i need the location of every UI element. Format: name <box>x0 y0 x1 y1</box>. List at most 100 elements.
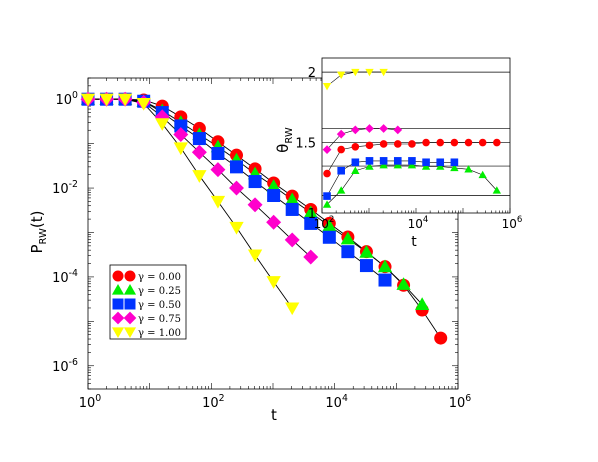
inset-data-point <box>493 138 501 147</box>
data-point <box>192 170 207 183</box>
data-point <box>229 221 244 235</box>
data-point <box>117 93 133 107</box>
legend-label: γ = 0.75 <box>138 314 181 325</box>
data-point <box>304 216 318 230</box>
inset-data-markers <box>322 68 501 208</box>
legend-marker <box>123 327 137 339</box>
x-tick-label: 106 <box>449 393 472 411</box>
data-point <box>136 97 151 111</box>
data-point <box>99 93 114 107</box>
inset-data-point <box>408 157 416 165</box>
y-tick-label: 10-4 <box>52 268 78 286</box>
data-point <box>248 175 262 189</box>
inset-data-point <box>379 124 389 133</box>
data-point <box>155 118 170 131</box>
inset-data-point <box>492 186 501 194</box>
data-point <box>210 195 226 209</box>
legend-label: γ = 1.00 <box>138 328 181 339</box>
data-point <box>211 146 225 160</box>
data-point <box>378 273 392 287</box>
inset-data-point <box>337 71 346 80</box>
data-point <box>359 245 374 258</box>
inset-data-point <box>436 138 445 147</box>
inset-chart: 102 104 106 11.52 t θRW <box>274 57 523 250</box>
inset-y-tick-labels: 11.52 <box>295 66 316 222</box>
data-point <box>341 245 355 259</box>
data-point <box>267 188 281 202</box>
inset-data-point <box>478 170 487 179</box>
data-point <box>322 218 337 232</box>
legend-marker <box>111 311 125 325</box>
data-point <box>359 259 373 273</box>
data-point <box>285 302 300 316</box>
data-point <box>80 93 96 107</box>
data-point <box>396 277 411 290</box>
legend-marker <box>112 270 124 282</box>
main-y-tick-labels: 100 10-2 10-4 10-6 <box>52 90 78 375</box>
inset-data-point <box>379 140 388 148</box>
legend-marker <box>123 311 137 325</box>
inset-data-point <box>393 140 402 148</box>
data-point <box>192 132 206 146</box>
inset-data-point <box>351 68 360 77</box>
inset-data-point <box>323 169 331 178</box>
main-chart: 100 102 104 106 100 10-2 10-4 10-6 t PRW(t) γ … <box>28 77 472 424</box>
inset-data-point <box>351 142 360 151</box>
data-point <box>303 249 319 265</box>
inset-y-tick-label: 1.5 <box>295 137 316 152</box>
x-tick-label: 102 <box>202 393 225 411</box>
inset-x-tick-label: 102 <box>314 215 335 231</box>
inset-data-point <box>322 145 332 154</box>
inset-y-tick-label: 1 <box>308 207 316 222</box>
inset-x-tick-labels: 102 104 106 <box>314 215 523 231</box>
data-point <box>266 179 281 192</box>
inset-data-point <box>337 145 345 154</box>
inset-y-axis-label: θRW <box>274 127 295 153</box>
inset-data-point <box>365 157 374 165</box>
main-x-axis-label: t <box>271 406 277 424</box>
data-point <box>285 202 299 216</box>
inset-data-point <box>436 158 445 167</box>
legend-marker <box>124 298 136 310</box>
data-point <box>285 192 300 206</box>
inset-x-tick-label: 104 <box>408 215 429 231</box>
inset-data-point <box>450 163 459 172</box>
inset-data-point <box>365 162 374 170</box>
main-x-tick-labels: 100 102 104 106 <box>79 393 472 411</box>
inset-data-point <box>337 186 346 194</box>
inset-data-point <box>393 125 403 135</box>
data-point <box>191 144 207 160</box>
x-tick-label: 100 <box>79 393 102 411</box>
data-point <box>247 197 263 213</box>
data-point <box>210 162 226 178</box>
y-tick-label: 100 <box>56 90 79 108</box>
inset-axis-ticks <box>321 208 511 213</box>
data-point <box>173 127 189 143</box>
inset-data-point <box>336 129 346 139</box>
inset-data-point <box>408 140 416 148</box>
inset-data-point <box>422 138 430 147</box>
legend-label: γ = 0.00 <box>138 272 181 283</box>
inset-data-point <box>322 82 332 91</box>
inset-data-point <box>365 124 374 133</box>
inset-data-point <box>393 157 402 165</box>
inset-x-axis-label: t <box>411 234 417 250</box>
x-tick-label: 104 <box>325 393 348 411</box>
inset-data-point <box>365 141 374 150</box>
inset-data-point <box>450 138 459 147</box>
data-point <box>266 214 282 230</box>
legend-marker <box>112 298 124 310</box>
data-point <box>340 231 356 245</box>
y-tick-label: 10-6 <box>52 357 78 375</box>
legend-label: γ = 0.50 <box>138 300 181 311</box>
data-point <box>284 232 300 248</box>
legend-items: γ = 0.00 γ = 0.25 γ = 0.50 γ = 0.75 γ = 1.00 <box>111 270 181 339</box>
data-point <box>434 331 448 345</box>
legend-marker <box>123 283 137 295</box>
inset-data-point <box>322 200 332 208</box>
inset-data-point <box>351 158 360 167</box>
inset-data-point <box>464 165 473 173</box>
inset-y-tick-label: 2 <box>308 66 316 81</box>
data-point <box>414 297 430 310</box>
